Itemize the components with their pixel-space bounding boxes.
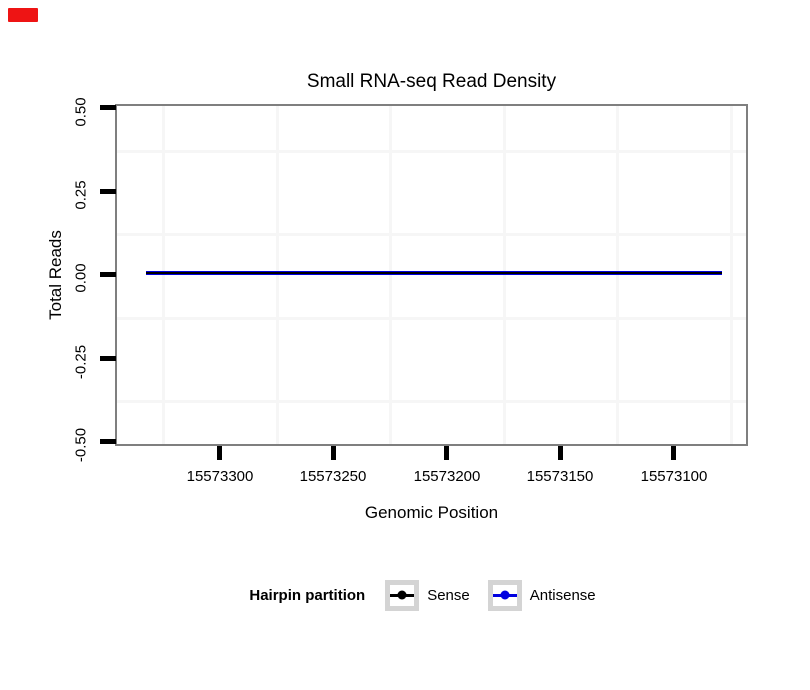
legend-key-antisense bbox=[487, 579, 522, 611]
x-tick-mark bbox=[331, 446, 336, 460]
y-tick-label: 0.25 bbox=[72, 180, 90, 210]
legend-label-antisense: Antisense bbox=[529, 586, 596, 604]
y-axis-title: Total Reads bbox=[46, 230, 65, 320]
x-tick-label: 15573200 bbox=[413, 468, 481, 485]
y-tick-label: 0.50 bbox=[72, 97, 90, 127]
x-tick-mark bbox=[558, 446, 563, 460]
sense-point-glyph-icon bbox=[397, 590, 407, 600]
gridline-vertical bbox=[162, 106, 165, 444]
gridline-horizontal bbox=[117, 150, 746, 153]
y-tick-mark bbox=[100, 105, 116, 110]
gridline-vertical bbox=[389, 106, 392, 444]
y-tick-label: 0.00 bbox=[72, 263, 90, 293]
gridline-horizontal bbox=[117, 317, 746, 320]
y-tick-mark bbox=[100, 356, 116, 361]
x-axis-title: Genomic Position bbox=[364, 503, 499, 522]
antisense-point-glyph-icon bbox=[500, 590, 510, 600]
plot-panel bbox=[115, 104, 748, 446]
red-marker bbox=[8, 8, 38, 22]
y-tick-mark bbox=[100, 189, 116, 194]
x-tick-label: 15573100 bbox=[640, 468, 708, 485]
gridline-horizontal bbox=[117, 233, 746, 236]
legend: Hairpin partition Sense Antisense bbox=[115, 577, 748, 613]
x-tick-label: 15573250 bbox=[299, 468, 367, 485]
chart-title: Small RNA-seq Read Density bbox=[306, 71, 557, 92]
y-tick-mark bbox=[100, 272, 116, 277]
gridline-horizontal bbox=[117, 400, 746, 403]
x-tick-label: 15573150 bbox=[526, 468, 594, 485]
x-tick-mark bbox=[444, 446, 449, 460]
sense-series-line bbox=[146, 272, 722, 274]
y-tick-mark bbox=[100, 439, 116, 444]
legend-title: Hairpin partition bbox=[249, 586, 366, 604]
legend-label-sense: Sense bbox=[427, 586, 470, 604]
y-tick-label: -0.50 bbox=[72, 427, 90, 463]
x-tick-mark bbox=[217, 446, 222, 460]
gridline-vertical bbox=[616, 106, 619, 444]
x-tick-label: 15573300 bbox=[186, 468, 254, 485]
legend-key-sense bbox=[385, 579, 420, 611]
gridline-vertical bbox=[503, 106, 506, 444]
y-tick-label: -0.25 bbox=[72, 344, 90, 380]
gridline-vertical bbox=[276, 106, 279, 444]
gridline-vertical bbox=[730, 106, 733, 444]
x-tick-mark bbox=[671, 446, 676, 460]
